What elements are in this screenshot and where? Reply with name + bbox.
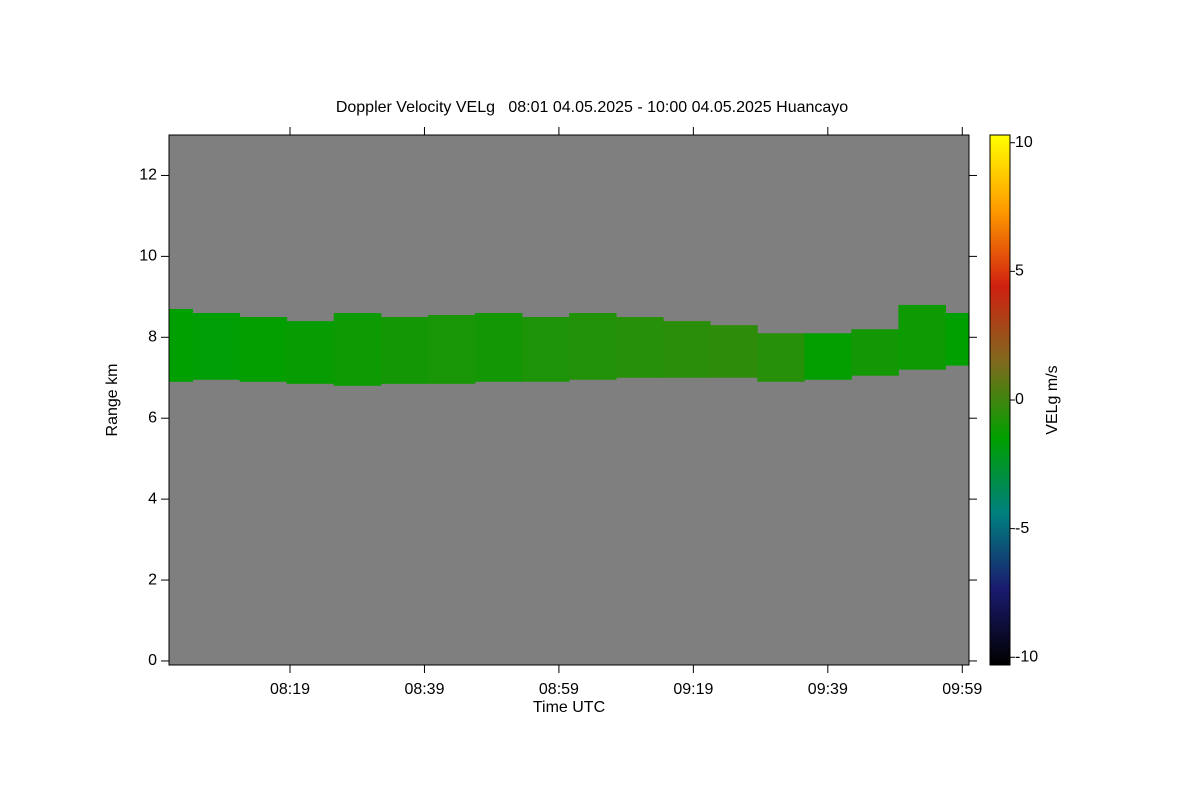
y-tick-label: 8: [148, 329, 157, 346]
colorbar-tick-label: 5: [1015, 263, 1024, 280]
colorbar-label: VELg m/s: [1044, 365, 1061, 434]
layer-cell: [804, 333, 852, 380]
layer-cell: [898, 304, 946, 370]
layer-cell: [569, 313, 617, 380]
x-tick-label: 09:39: [808, 681, 848, 698]
y-axis-label: Range km: [104, 364, 121, 437]
layer-cell: [474, 313, 523, 382]
colorbar-tick-label: 10: [1015, 134, 1033, 151]
plot-area: [169, 135, 969, 665]
layer-cell: [286, 321, 335, 384]
plot-frame: [168, 134, 970, 666]
colorbar-tick-label: -5: [1015, 520, 1029, 537]
layer-cell: [616, 317, 664, 378]
y-tick-label: 6: [148, 409, 157, 426]
layer-cell: [710, 325, 758, 378]
layer-cell: [663, 321, 711, 378]
x-tick-label: 08:39: [404, 681, 444, 698]
layer-cell: [427, 315, 476, 384]
x-tick-label: 08:59: [539, 681, 579, 698]
colorbar: [989, 134, 1011, 666]
plot-background: [169, 135, 969, 665]
y-tick-label: 2: [148, 571, 157, 588]
layer-cell: [757, 333, 805, 382]
y-tick-label: 4: [148, 490, 157, 507]
y-tick-label: 12: [139, 167, 157, 184]
colorbar-tick-label: -10: [1015, 649, 1038, 666]
layer-cell: [945, 313, 969, 366]
x-tick-label: 09:19: [673, 681, 713, 698]
layer-cell: [169, 308, 194, 382]
layer-cell: [333, 313, 382, 386]
layer-cell: [851, 329, 899, 376]
layer-cell: [521, 317, 570, 382]
chart-title: Doppler Velocity VELg 08:01 04.05.2025 -…: [336, 99, 848, 116]
layer-cell: [239, 317, 288, 382]
colorbar-tick-label: 0: [1015, 391, 1024, 408]
y-tick-label: 10: [139, 248, 157, 265]
x-tick-label: 08:19: [270, 681, 310, 698]
x-axis-label: Time UTC: [533, 699, 605, 716]
x-tick-label: 09:59: [942, 681, 982, 698]
y-tick-label: 0: [148, 652, 157, 669]
layer-cell: [380, 317, 429, 384]
layer-cell: [192, 313, 241, 380]
